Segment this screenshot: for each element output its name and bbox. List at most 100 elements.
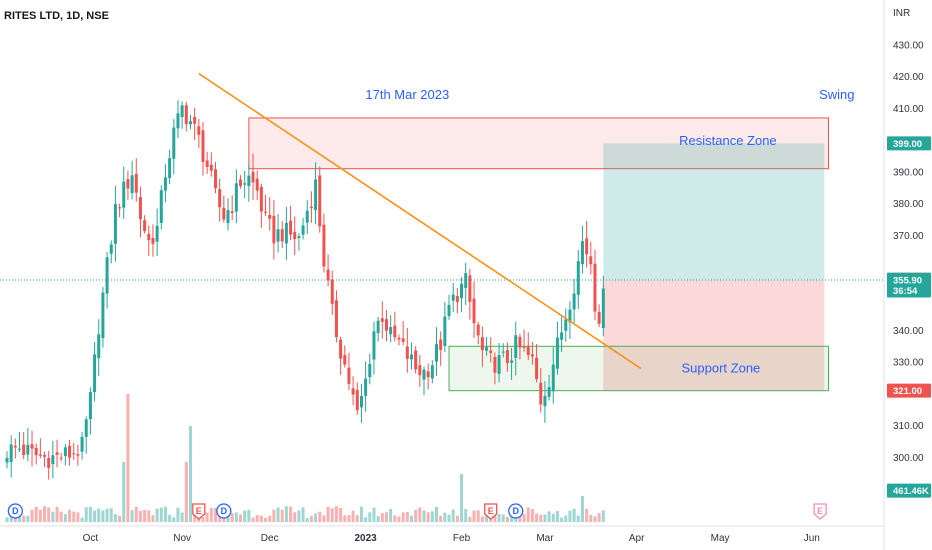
volume-bar	[34, 506, 38, 522]
candle-body	[547, 387, 551, 397]
candle-body	[109, 244, 113, 254]
earnings-icon	[192, 503, 206, 520]
candle-body	[543, 395, 547, 407]
volume-bar	[368, 512, 372, 522]
y-tick-label: 300.00	[893, 453, 924, 464]
candle-body	[464, 273, 468, 289]
volume-bar	[226, 513, 230, 522]
candle-body	[489, 350, 493, 353]
volume-bar	[405, 512, 409, 522]
candle-body	[576, 261, 580, 295]
candle-body	[247, 175, 251, 187]
earnings-icon	[484, 503, 498, 520]
candle-body	[564, 319, 568, 331]
chart-title: RITES LTD, 1D, NSE	[4, 10, 109, 22]
volume-bar	[122, 462, 126, 522]
candle-body	[309, 206, 313, 209]
volume-bar	[264, 517, 268, 522]
volume-bar	[401, 512, 405, 522]
volume-bar	[526, 507, 530, 522]
volume-bar	[113, 514, 117, 522]
x-tick-label: Mar	[536, 533, 554, 544]
volume-bar	[147, 510, 151, 522]
volume-bar	[530, 509, 534, 522]
volume-bar	[297, 510, 301, 522]
price-badge	[887, 136, 931, 151]
volume-bar	[314, 513, 318, 522]
candle-body	[168, 158, 172, 179]
volume-bar	[289, 506, 293, 522]
volume-bar	[280, 509, 284, 522]
candle-body	[264, 211, 268, 213]
candle-body	[218, 189, 222, 208]
candle-body	[405, 346, 409, 359]
volume-bar	[180, 512, 184, 522]
candle-body	[101, 292, 105, 339]
volume-bar	[214, 508, 217, 522]
price-badge-label: 321.00	[893, 386, 922, 397]
candle-body	[468, 275, 472, 302]
candle-body	[118, 207, 122, 209]
volume-bar	[72, 511, 76, 522]
candle-body	[334, 300, 338, 338]
volume-bar	[322, 515, 326, 522]
volume-bar	[376, 516, 380, 522]
price-badge	[887, 383, 931, 398]
candle-body	[393, 325, 397, 338]
volume-bar	[205, 512, 209, 522]
candle-body	[105, 257, 109, 294]
candle-body	[526, 346, 530, 356]
event-letter: D	[512, 506, 519, 516]
volume-bar	[301, 507, 305, 522]
candle-body	[409, 354, 413, 360]
candle-body	[43, 455, 47, 457]
volume-bar	[134, 506, 138, 522]
y-tick-label: 370.00	[893, 231, 924, 242]
volume-bar	[247, 509, 251, 522]
candle-body	[384, 319, 388, 331]
volume-bar	[84, 507, 88, 522]
candle-body	[268, 214, 272, 219]
candle-body	[197, 126, 201, 135]
candle-body	[51, 455, 55, 464]
volume-bar	[351, 510, 355, 522]
volume-bar	[218, 513, 222, 522]
candle-body	[572, 293, 576, 310]
candle-body	[372, 331, 376, 360]
volume-bar	[47, 507, 51, 522]
volume-bar	[184, 462, 188, 522]
candle-body	[284, 222, 288, 244]
swing-annotation: Swing	[819, 87, 854, 102]
volume-bar	[230, 513, 234, 522]
candle-body	[126, 179, 130, 189]
volume-bar	[26, 515, 30, 522]
time-axis[interactable]: Oct Nov Dec 2023 Feb Mar Apr May Jun	[0, 525, 884, 544]
volume-bar	[564, 515, 568, 522]
candle-body	[497, 355, 501, 374]
resistance-zone-label: Resistance Zone	[679, 133, 777, 148]
price-axis[interactable]: 290.00300.00310.00320.00330.00340.00370.…	[883, 0, 931, 550]
position-stop-area	[603, 279, 825, 391]
volume-bar	[593, 516, 597, 522]
candle-body	[339, 339, 343, 359]
candle-body	[234, 183, 238, 212]
candle-body	[68, 445, 72, 458]
volume-bar	[80, 517, 84, 522]
candle-body	[522, 346, 526, 348]
candle-body	[318, 175, 322, 227]
volume-bar	[334, 506, 338, 522]
volume-bar	[234, 512, 238, 522]
volume-bar	[43, 506, 47, 522]
volume-bar	[251, 517, 255, 522]
price-badge-label: 36:54	[893, 286, 918, 297]
candle-body	[193, 116, 197, 124]
volume-bar	[543, 514, 547, 522]
candle-body	[301, 225, 305, 235]
volume-bar	[209, 507, 213, 522]
x-tick-label: May	[711, 533, 730, 544]
volume-bar	[63, 514, 67, 522]
volume-bar	[284, 506, 288, 522]
candle-body	[243, 183, 247, 185]
